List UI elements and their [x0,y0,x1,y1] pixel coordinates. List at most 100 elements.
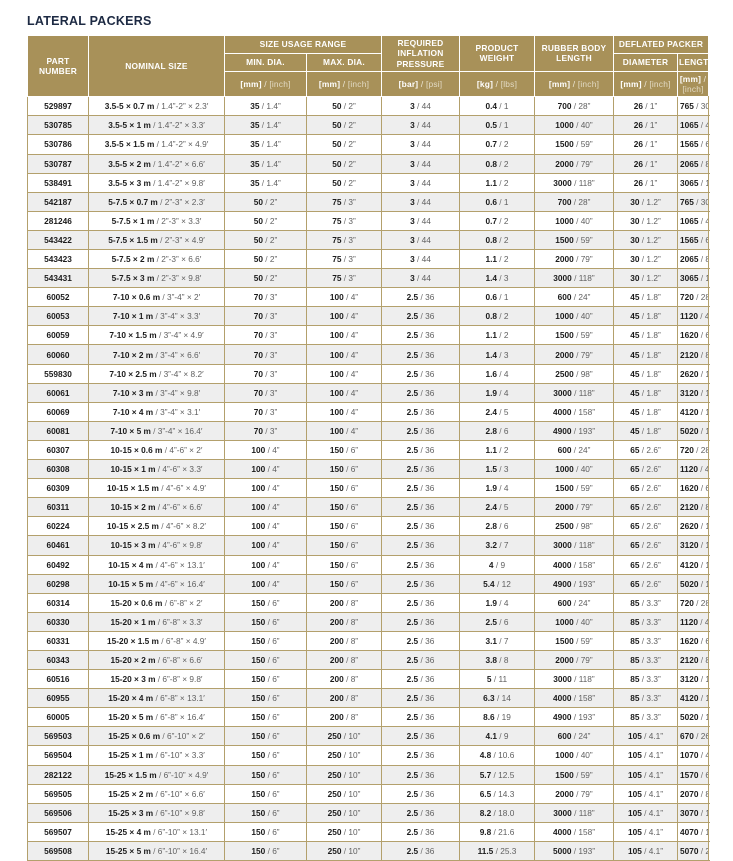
cell-rubber-body-length: 4000 / 158” [534,821,614,842]
cell-inflation-pressure: 3 / 44 [381,153,460,174]
cell-deflated-diameter: 45 / 1.8” [613,363,678,384]
cell-inflation-pressure: 3 / 44 [381,115,460,136]
cell-product-weight: 0.6 / 1 [459,191,535,212]
table-row[interactable]: 569507 15-25 × 4 m / 6”-10” × 13.1′ 150 / … [27,821,710,842]
cell-max-dia: 50 / 2” [306,153,382,174]
cell-deflated-length: 5020 / 198” [676,420,710,441]
cell-nominal-size: 3.5-5 × 2 m / 1.4”-2” × 6.6′ [88,153,225,174]
table-row[interactable]: 60059 7-10 × 1.5 m / 3”-4” × 4.9′ 70 / 3” 1… [27,325,710,346]
table-header: PART NUMBER NOMINAL SIZE SIZE USAGE RANG… [27,34,714,98]
table-row[interactable]: 60005 15-20 × 5 m / 6”-8” × 16.4′ 150 / 6”… [27,707,710,728]
cell-rubber-body-length: 600 / 24” [534,726,614,747]
cell-part-number: 60053 [27,306,89,327]
table-row[interactable]: 282122 15-25 × 1.5 m / 6”-10” × 4.9′ 150 /… [27,764,710,785]
table-row[interactable]: 543431 5-7.5 × 3 m / 2”-3” × 9.8′ 50 / 2” 7… [27,268,710,289]
cell-min-dia: 150 / 6” [224,726,307,747]
table-row[interactable]: 60311 10-15 × 2 m / 4”-6” × 6.6′ 100 / 4” 1… [27,497,710,518]
header-row-3-units: [mm] / [inch] [mm] / [inch] [bar] / [psi… [28,70,710,98]
table-row[interactable]: 60343 15-20 × 2 m / 6”-8” × 6.6′ 150 / 6” 2… [27,649,710,671]
table-row[interactable]: 60224 10-15 × 2.5 m / 4”-6” × 8.2′ 100 / 4… [27,516,710,537]
table-row[interactable]: 60053 7-10 × 1 m / 3”-4” × 3.3′ 70 / 3” 100… [27,306,710,327]
cell-max-dia: 150 / 6” [306,516,382,537]
cell-deflated-diameter: 30 / 1.2” [613,248,678,270]
table-row[interactable]: 60081 7-10 × 5 m / 3”-4” × 16.4′ 70 / 3” 10… [27,420,710,441]
cell-nominal-size: 15-20 × 0.6 m / 6”-8” × 2′ [88,592,225,613]
table-row[interactable]: 60069 7-10 × 4 m / 3”-4” × 3.1′ 70 / 3” 100… [27,401,710,422]
table-row[interactable]: 60314 15-20 × 0.6 m / 6”-8” × 2′ 150 / 6” 2… [27,592,710,613]
cell-product-weight: 5.7 / 12.5 [459,764,535,785]
table-row[interactable]: 60461 10-15 × 3 m / 4”-6” × 9.8′ 100 / 4” 1… [27,535,710,556]
cell-min-dia: 35 / 1.4” [224,172,307,193]
table-row[interactable]: 60516 15-20 × 3 m / 6”-8” × 9.8′ 150 / 6” 2… [27,669,710,690]
table-row[interactable]: 60052 7-10 × 0.6 m / 3”-4” × 2′ 70 / 3” 100… [27,287,710,308]
cell-max-dia: 250 / 10” [306,783,382,804]
cell-deflated-length: 5020 / 198” [676,573,710,594]
cell-inflation-pressure: 2.5 / 36 [381,783,460,804]
table-row[interactable]: 60331 15-20 × 1.5 m / 6”-8” × 4.9′ 150 / 6… [27,630,710,651]
cell-part-number: 543423 [27,248,89,270]
cell-deflated-length: 1620 / 64” [676,478,710,499]
cell-product-weight: 2.8 / 6 [459,420,535,441]
table-row[interactable]: 60061 7-10 × 3 m / 3”-4” × 9.8′ 70 / 3” 100… [27,382,710,403]
cell-nominal-size: 10-15 × 2 m / 4”-6” × 6.6′ [88,497,225,518]
header-max-dia: MAX. DIA. [306,52,382,72]
table-row[interactable]: 569505 15-25 × 2 m / 6”-10” × 6.6′ 150 / 6… [27,783,710,804]
cell-part-number: 60224 [27,516,89,537]
cell-nominal-size: 5-7.5 × 1 m / 2”-3” × 3.3′ [88,210,225,231]
cell-deflated-diameter: 26 / 1” [613,115,678,136]
table-row[interactable]: 60492 10-15 × 4 m / 4”-6” × 13.1′ 100 / 4”… [27,554,710,575]
cell-deflated-diameter: 85 / 3.3” [613,669,678,690]
table-row[interactable]: 559830 7-10 × 2.5 m / 3”-4” × 8.2′ 70 / 3”… [27,363,710,384]
table-row[interactable]: 60308 10-15 × 1 m / 4”-6” × 3.3′ 100 / 4” 1… [27,459,710,480]
cell-max-dia: 100 / 4” [306,325,382,346]
table-row[interactable]: 60307 10-15 × 0.6 m / 4”-6” × 2′ 100 / 4” 1… [27,439,710,461]
table-row[interactable]: 530787 3.5-5 × 2 m / 1.4”-2” × 6.6′ 35 / 1… [27,153,710,174]
cell-deflated-diameter: 45 / 1.8” [613,344,678,365]
table-row[interactable]: 60309 10-15 × 1.5 m / 4”-6” × 4.9′ 100 / 4… [27,478,710,499]
cell-nominal-size: 5-7.5 × 3 m / 2”-3” × 9.8′ [88,268,225,289]
table-row[interactable]: 60060 7-10 × 2 m / 3”-4” × 6.6′ 70 / 3” 100… [27,344,710,365]
table-row[interactable]: 569508 15-25 × 5 m / 6”-10” × 16.4′ 150 / … [27,840,710,861]
table-row[interactable]: 60298 10-15 × 5 m / 4”-6” × 16.4′ 100 / 4”… [27,573,710,594]
table-row[interactable]: 538491 3.5-5 × 3 m / 1.4”-2” × 9.8′ 35 / 1… [27,172,710,193]
cell-max-dia: 150 / 6” [306,459,382,480]
table-row[interactable]: 542187 5-7.5 × 0.7 m / 2”-3” × 2.3′ 50 / 2… [27,191,710,212]
cell-deflated-length: 1120 / 44” [676,611,710,632]
cell-nominal-size: 15-25 × 0.6 m / 6”-10” × 2′ [88,726,225,747]
cell-deflated-diameter: 105 / 4.1” [613,840,678,861]
table-row[interactable]: 543423 5-7.5 × 2 m / 2”-3” × 6.6′ 50 / 2” 7… [27,248,710,270]
table-row[interactable]: 569506 15-25 × 3 m / 6”-10” × 9.8′ 150 / 6… [27,802,710,823]
table-row[interactable]: 569504 15-25 × 1 m / 6”-10” × 3.3′ 150 / 6… [27,745,710,766]
cell-nominal-size: 7-10 × 0.6 m / 3”-4” × 2′ [88,287,225,308]
cell-product-weight: 1.9 / 4 [459,478,535,499]
cell-deflated-diameter: 26 / 1” [613,172,678,193]
table-row[interactable]: 569503 15-25 × 0.6 m / 6”-10” × 2′ 150 / 6… [27,726,710,747]
cell-max-dia: 250 / 10” [306,840,382,861]
cell-deflated-diameter: 65 / 2.6” [613,497,678,518]
header-unit-max-dia: [mm] / [inch] [306,70,382,98]
table-row[interactable]: 530786 3.5-5 × 1.5 m / 1.4”-2” × 4.9′ 35 /… [27,134,710,155]
cell-part-number: 281246 [27,210,89,231]
cell-deflated-diameter: 85 / 3.3” [613,707,678,728]
cell-inflation-pressure: 2.5 / 36 [381,306,460,327]
cell-deflated-diameter: 45 / 1.8” [613,382,678,403]
cell-rubber-body-length: 2500 / 98” [534,363,614,384]
cell-part-number: 529897 [27,96,89,117]
cell-inflation-pressure: 2.5 / 36 [381,344,460,365]
table-row[interactable]: 530785 3.5-5 × 1 m / 1.4”-2” × 3.3′ 35 / 1… [27,115,710,136]
table-row[interactable]: 529897 3.5-5 × 0.7 m / 1.4”-2” × 2.3′ 35 /… [27,96,710,117]
cell-deflated-length: 1565 / 62” [676,134,710,155]
cell-min-dia: 50 / 2” [224,248,307,270]
cell-inflation-pressure: 2.5 / 36 [381,287,460,308]
cell-rubber-body-length: 1500 / 59” [534,764,614,785]
table-row[interactable]: 60955 15-20 × 4 m / 6”-8” × 13.1′ 150 / 6”… [27,688,710,709]
cell-min-dia: 150 / 6” [224,783,307,804]
cell-deflated-length: 3065 / 121” [676,172,710,193]
cell-product-weight: 2.8 / 6 [459,516,535,537]
cell-inflation-pressure: 2.5 / 36 [381,611,460,632]
table-row[interactable]: 281246 5-7.5 × 1 m / 2”-3” × 3.3′ 50 / 2” 7… [27,210,710,231]
cell-part-number: 60298 [27,573,89,594]
cell-part-number: 530786 [27,134,89,155]
table-row[interactable]: 60330 15-20 × 1 m / 6”-8” × 3.3′ 150 / 6” 2… [27,611,710,632]
table-row[interactable]: 543422 5-7.5 × 1.5 m / 2”-3” × 4.9′ 50 / 2… [27,229,710,251]
